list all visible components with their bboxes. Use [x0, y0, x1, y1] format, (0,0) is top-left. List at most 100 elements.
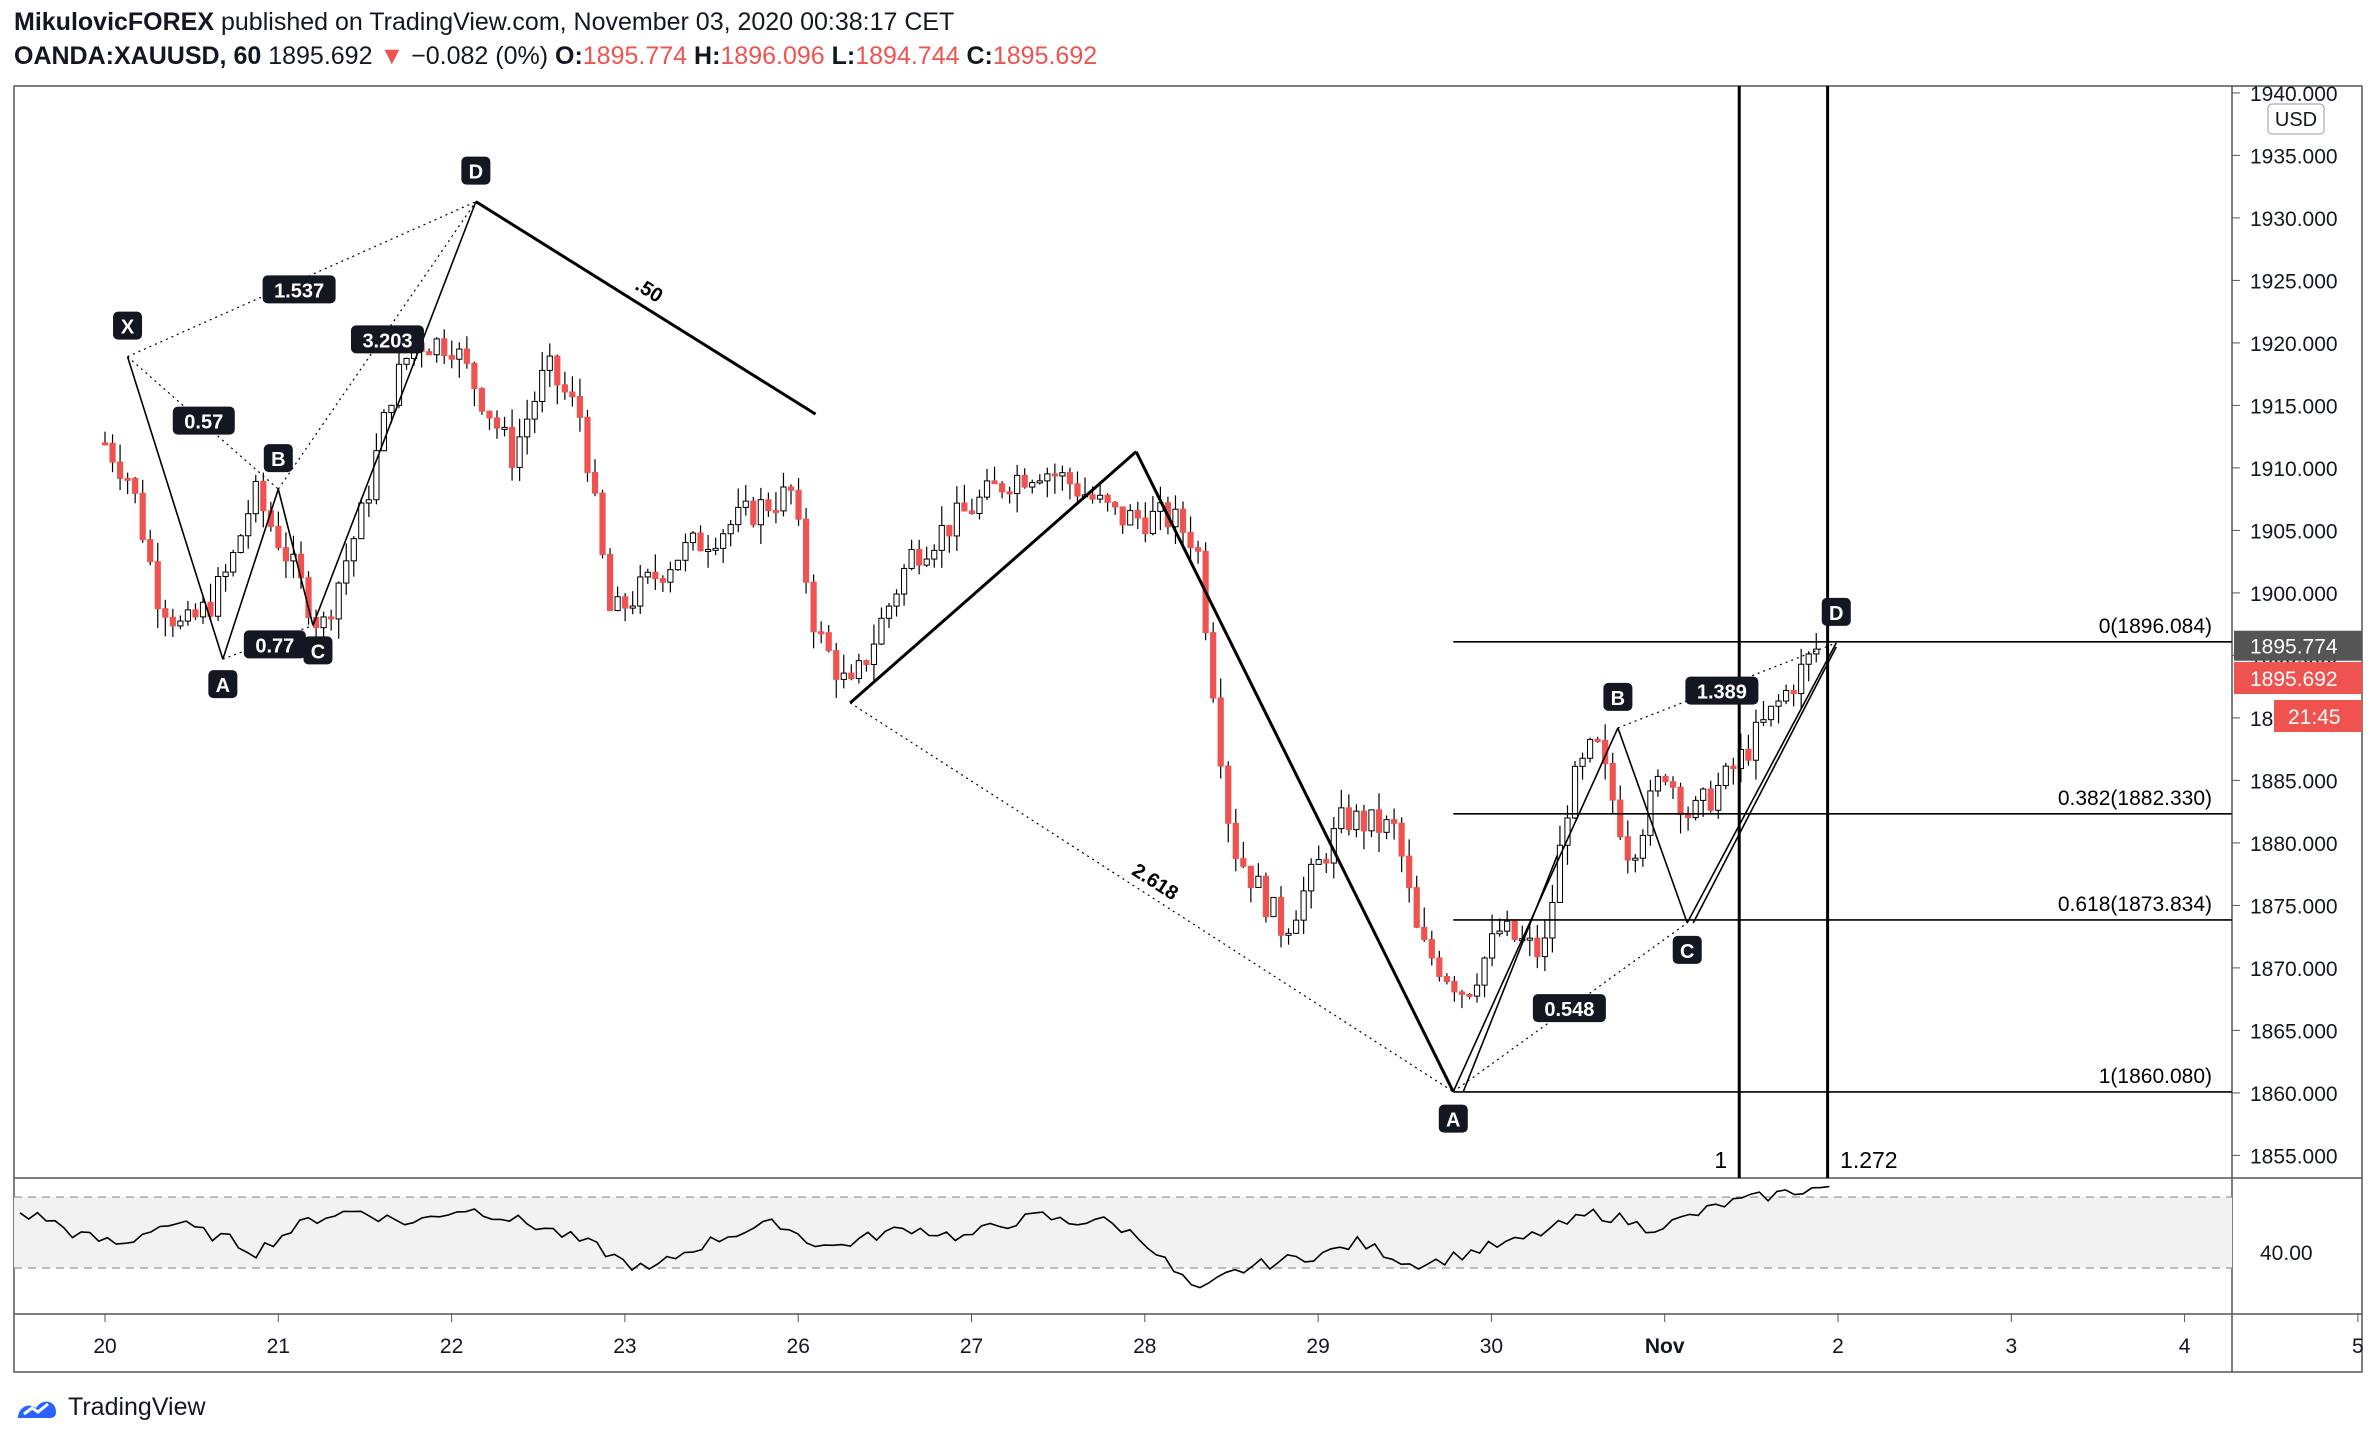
- fib-retracement[interactable]: 0(1896.084) 0.382(1882.330) 0.618(1873.834…: [1453, 86, 2232, 1178]
- ratio-label[interactable]: 1.537: [262, 275, 336, 304]
- candle-body: [1730, 765, 1737, 770]
- candle-body: [931, 549, 938, 560]
- candle-body: [320, 616, 327, 629]
- candle-body: [380, 412, 388, 452]
- x-tick-label: 29: [1306, 1335, 1329, 1358]
- high-label: H:: [694, 42, 721, 70]
- tradingview-logo-icon: [18, 1401, 56, 1418]
- candle-body: [1428, 939, 1435, 959]
- point-label-b2[interactable]: B: [1603, 682, 1633, 711]
- y-tick-label: 1865.000: [2250, 1020, 2338, 1043]
- harmonic-drawings[interactable]: XABCD1.5370.573.2030.77.502.618ABCD1.389…: [113, 156, 1851, 1133]
- candle-body: [878, 617, 885, 645]
- candle-body: [486, 410, 493, 419]
- candle-body: [614, 596, 621, 612]
- point-label-d[interactable]: D: [461, 156, 491, 185]
- candle-body: [802, 518, 810, 583]
- candle-body: [622, 596, 629, 609]
- ratio-label[interactable]: 0.57: [172, 406, 235, 435]
- header-line-2: OANDA:XAUUSD, 60 1895.692 ▼ −0.082 (0%) …: [14, 42, 1097, 71]
- trend-line[interactable]: [1134, 450, 1455, 1093]
- candle-body: [1104, 494, 1111, 503]
- candle-body: [441, 338, 448, 357]
- candle-body: [584, 416, 591, 473]
- trend-line[interactable]: [849, 450, 1138, 705]
- abcd-channel[interactable]: [1462, 855, 1558, 1092]
- candle-body: [508, 426, 516, 468]
- candle-body: [1436, 957, 1443, 977]
- ratio-label-text: 0.548: [1544, 999, 1594, 1021]
- candle-body: [388, 404, 395, 414]
- candle-body: [1383, 819, 1390, 833]
- time-fib-label: 1.272: [1840, 1147, 1898, 1173]
- symbol-label[interactable]: OANDA:XAUUSD, 60: [14, 42, 262, 70]
- point-label-c[interactable]: C: [303, 636, 333, 665]
- candle-body: [720, 533, 727, 549]
- candle-body: [230, 551, 237, 573]
- candle-body: [1526, 937, 1533, 941]
- abcd-leg[interactable]: [1617, 727, 1688, 924]
- candle-body: [463, 348, 470, 364]
- candle-body: [885, 605, 893, 619]
- point-label-a-text: A: [216, 675, 230, 697]
- candle-body: [893, 593, 900, 607]
- x-tick-label: 4: [2179, 1335, 2191, 1358]
- ratio-label[interactable]: 1.389: [1685, 676, 1759, 705]
- candle-body: [599, 492, 606, 556]
- point-label-a2[interactable]: A: [1438, 1104, 1468, 1133]
- candle-body: [742, 500, 749, 508]
- brand-name: TradingView: [68, 1392, 206, 1421]
- candle-body: [335, 582, 342, 620]
- low-value: 1894.744: [855, 42, 960, 70]
- harmonic-leg[interactable]: [277, 488, 314, 626]
- point-label-a[interactable]: A: [208, 670, 238, 699]
- candle-body: [1210, 632, 1217, 699]
- ratio-label[interactable]: 0.548: [1532, 994, 1606, 1023]
- fib-level-label: 1(1860.080): [2099, 1065, 2212, 1088]
- point-label-a-bg: [208, 670, 238, 699]
- point-label-c2[interactable]: C: [1672, 935, 1702, 964]
- candle-body: [712, 547, 719, 551]
- trend-line[interactable]: [475, 200, 817, 416]
- candle-body: [780, 486, 787, 512]
- point-label-x[interactable]: X: [113, 311, 143, 340]
- candle-body: [1782, 690, 1790, 702]
- abcd-channel[interactable]: [1692, 646, 1837, 924]
- currency-badge[interactable]: USD: [2267, 103, 2325, 135]
- candle-body: [561, 384, 568, 393]
- ratio-label-text: 1.537: [274, 280, 324, 302]
- candle-body: [840, 672, 847, 680]
- harmonic-leg[interactable]: [126, 356, 224, 660]
- ratio-label[interactable]: 0.77: [243, 630, 306, 659]
- abcd-leg[interactable]: [1686, 642, 1837, 924]
- x-tick-label: 30: [1480, 1335, 1503, 1358]
- candle-body: [1481, 957, 1488, 986]
- candle-body: [1021, 474, 1028, 488]
- candle-body: [1443, 975, 1450, 982]
- candle-body: [260, 480, 267, 512]
- author-name[interactable]: MikulovicFOREX: [14, 8, 215, 36]
- rsi-pane: 40.00: [14, 1185, 2313, 1289]
- candle-body: [116, 461, 124, 479]
- ratio-label[interactable]: 3.203: [350, 325, 424, 354]
- y-tick-label: 1925.000: [2250, 270, 2338, 293]
- candle-body: [1345, 807, 1352, 831]
- x-tick-label: 3: [2005, 1335, 2017, 1358]
- candle-body: [1066, 472, 1074, 485]
- point-label-c-text: C: [311, 641, 325, 663]
- harmonic-leg[interactable]: [312, 201, 477, 626]
- tradingview-brand[interactable]: TradingView: [14, 1392, 206, 1422]
- candle-body: [1715, 785, 1722, 811]
- candle-body: [727, 524, 734, 535]
- fib-level-label: 0(1896.084): [2099, 615, 2212, 638]
- point-label-d2[interactable]: D: [1821, 597, 1851, 626]
- last-price-tag: 1895.774: [2250, 636, 2338, 659]
- x-tick-label: 27: [960, 1335, 983, 1358]
- harmonic-leg[interactable]: [222, 488, 280, 660]
- candle-body: [1127, 510, 1134, 526]
- candle-body: [1247, 865, 1254, 888]
- extension-line[interactable]: [849, 702, 1454, 1093]
- candle-body: [1368, 809, 1375, 832]
- point-label-b[interactable]: B: [263, 444, 293, 473]
